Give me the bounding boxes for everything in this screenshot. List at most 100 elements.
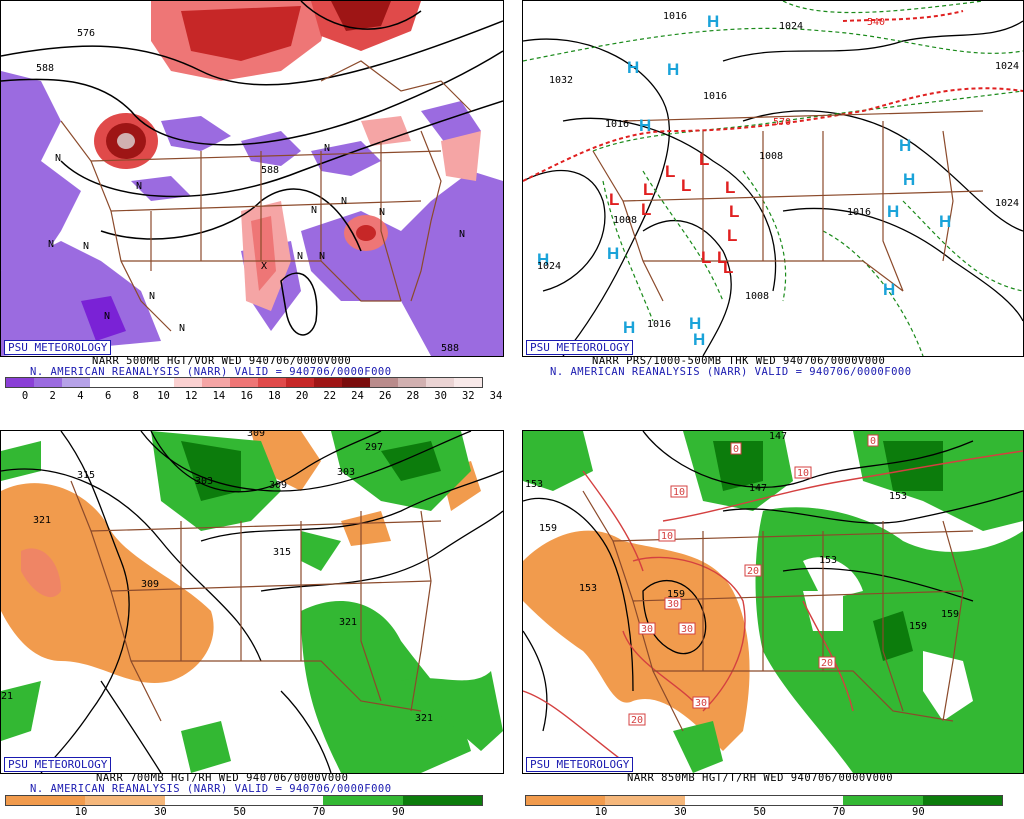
contour-label: 576: [77, 28, 95, 39]
map-700mb: 315 321 309 303 309 297 303 315 321 321 …: [1, 431, 503, 773]
temp-label-box: 30: [678, 622, 696, 635]
colorbar-swatch: [605, 796, 685, 805]
svg-text:L: L: [729, 202, 739, 221]
colorbar-tick-label: 18: [268, 390, 281, 402]
colorbar-swatch: [526, 796, 606, 805]
colorbar-tick-label: 10: [594, 806, 608, 818]
colorbar-swatch: [202, 378, 230, 387]
svg-text:0: 0: [733, 444, 739, 455]
colorbar-tick-label: 14: [212, 390, 226, 402]
svg-text:N: N: [297, 251, 303, 262]
thickness-label: 540: [867, 17, 885, 28]
contour-label: 1024: [995, 198, 1019, 209]
svg-text:L: L: [723, 258, 733, 277]
map-pressure-thickness: HH H HHH HHH HH H HH LLL LLL LLL LLL 1016 …: [523, 1, 1023, 356]
contour-label: 1008: [745, 291, 769, 302]
contour-label: 315: [273, 547, 291, 558]
svg-text:N: N: [459, 229, 465, 240]
contour-label: 309: [269, 480, 287, 491]
svg-text:20: 20: [631, 715, 643, 726]
svg-text:H: H: [693, 330, 705, 349]
colorbar-tick-label: 90: [392, 806, 405, 818]
svg-text:H: H: [939, 212, 951, 231]
svg-text:L: L: [641, 200, 651, 219]
svg-text:H: H: [883, 280, 895, 299]
colorbar-swatch: [146, 378, 174, 387]
colorbar-tick-label: 12: [184, 390, 198, 402]
temp-label-box: 10: [658, 529, 676, 542]
temp-label-box: 10: [670, 485, 688, 498]
svg-text:N: N: [83, 241, 89, 252]
psu-meteorology-watermark: PSU METEOROLOGY: [4, 340, 112, 355]
temp-label-box: 20: [628, 713, 646, 726]
subtitle-500mb: N. AMERICAN REANALYSIS (NARR) VALID = 94…: [30, 366, 392, 378]
map-850mb: 153 147 159 159 153 147 153 159 159 153 …: [523, 431, 1023, 773]
contour-label: 159: [539, 523, 557, 534]
contour-label: 588: [36, 63, 54, 74]
svg-text:H: H: [623, 318, 635, 337]
title-pressure-thickness: NARR PRS/1000-500MB THK WED 940706/0000V…: [592, 355, 886, 367]
contour-label: 309: [247, 431, 265, 439]
svg-text:10: 10: [797, 468, 809, 479]
contour-label: 588: [261, 165, 279, 176]
contour-label: 321: [415, 713, 433, 724]
svg-text:L: L: [681, 176, 691, 195]
colorbar-swatch: [90, 378, 118, 387]
svg-text:N: N: [55, 153, 61, 164]
colorbar-rh-850mb: [525, 795, 1003, 806]
colorbar-swatch: [6, 378, 34, 387]
colorbar-swatch: [6, 796, 86, 805]
contour-label: 1024: [537, 261, 561, 272]
contour-label: 1008: [613, 215, 637, 226]
colorbar-tick-label: 2: [49, 390, 56, 402]
contour-label: 1032: [549, 75, 573, 86]
svg-text:N: N: [136, 181, 142, 192]
contour-label: 303: [195, 476, 213, 487]
temp-label-box: 30: [692, 696, 710, 709]
svg-text:30: 30: [667, 599, 679, 610]
svg-text:20: 20: [821, 658, 833, 669]
svg-text:L: L: [699, 150, 709, 169]
colorbar-swatch: [843, 796, 923, 805]
svg-text:N: N: [324, 143, 330, 154]
thickness-label: 570: [773, 117, 791, 128]
colorbar-tick-label: 34: [489, 390, 503, 402]
svg-text:L: L: [701, 248, 711, 267]
colorbar-tick-label: 0: [21, 390, 29, 402]
colorbar-swatch: [763, 796, 844, 805]
contour-label: 321: [339, 617, 357, 628]
colorbar-swatch: [258, 378, 286, 387]
colorbar-tick-label: 30: [434, 390, 447, 402]
colorbar-tick-label: 10: [74, 806, 88, 818]
colorbar-swatch: [62, 378, 90, 387]
svg-text:H: H: [537, 250, 549, 269]
temp-label-box: 0: [867, 434, 879, 447]
contour-label: 147: [769, 431, 787, 442]
colorbar-tick-label: 8: [132, 390, 139, 402]
contour-label: 297: [365, 442, 383, 453]
colorbar-swatch: [684, 796, 764, 805]
contour-label: 1016: [647, 319, 671, 330]
svg-text:10: 10: [661, 531, 673, 542]
colorbar-tick-label: 26: [378, 390, 392, 402]
contour-label: 1016: [703, 91, 727, 102]
temp-label-box: 20: [744, 564, 762, 577]
colorbar-tick-label: 70: [312, 806, 326, 818]
svg-text:L: L: [725, 178, 735, 197]
colorbar-swatch: [118, 378, 146, 387]
temp-label-box: 20: [818, 656, 836, 669]
subtitle-700mb: N. AMERICAN REANALYSIS (NARR) VALID = 94…: [30, 783, 392, 795]
svg-text:N: N: [319, 251, 325, 262]
colorbar-swatch: [398, 378, 426, 387]
contour-label: 153: [819, 555, 837, 566]
colorbar-tick-label: 22: [323, 390, 337, 402]
colorbar-tick-label: 20: [295, 390, 309, 402]
colorbar-swatch: [230, 378, 258, 387]
colorbar-swatch: [174, 378, 202, 387]
colorbar-swatch: [164, 796, 244, 805]
contour-label: 153: [525, 479, 543, 490]
svg-text:L: L: [727, 226, 737, 245]
contour-label: 147: [749, 483, 767, 494]
title-500mb: NARR 500MB HGT/VOR WED 940706/0000V000: [92, 355, 352, 367]
colorbar-tick-label: 30: [154, 806, 167, 818]
